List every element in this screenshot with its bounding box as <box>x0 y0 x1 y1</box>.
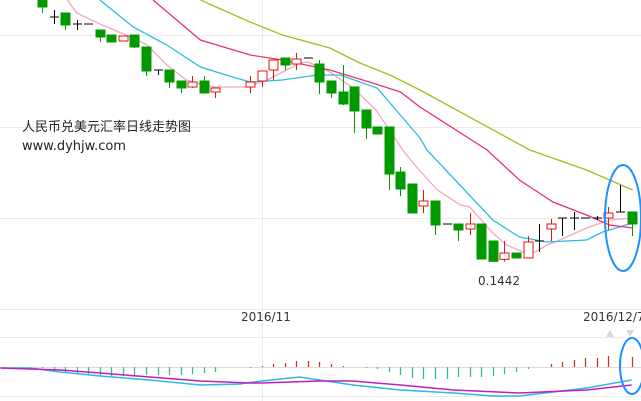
candle-down <box>430 200 441 226</box>
macd-panel <box>0 356 634 397</box>
macd-dea-line <box>0 367 632 394</box>
candle-down <box>199 80 210 94</box>
candle-down <box>488 240 499 262</box>
candle-up <box>118 35 129 42</box>
candle-down <box>37 0 48 8</box>
scroll-left-arrow-icon[interactable] <box>606 330 614 337</box>
candle-up <box>523 241 534 259</box>
ma20-line <box>152 0 633 229</box>
candle-down <box>361 109 372 129</box>
candle-down <box>176 80 187 89</box>
moving-average-lines <box>66 0 633 256</box>
chart-subtitle: www.dyhjw.com <box>22 139 126 154</box>
candle-down <box>395 171 406 190</box>
macd-dif-line <box>0 367 632 397</box>
candle-down <box>129 34 140 48</box>
candle-down <box>106 34 117 43</box>
candle-down <box>476 223 487 260</box>
candle-down <box>349 86 360 112</box>
x-tick-label: 2016/11 <box>241 310 291 324</box>
candles <box>37 0 638 262</box>
x-tick-label: 2016/12/7 <box>583 310 641 324</box>
candle-up <box>499 252 510 260</box>
scroll-right-arrow-icon[interactable] <box>626 330 634 337</box>
candle-up <box>603 212 614 219</box>
candle-down <box>407 183 418 214</box>
candle-up <box>257 70 268 82</box>
candle-up <box>418 200 429 207</box>
candle-down <box>453 223 464 231</box>
chart-title-block: 人民币兑美元汇率日线走势图 www.dyhjw.com <box>22 118 191 156</box>
candle-down <box>60 12 71 26</box>
candle-down <box>164 69 175 83</box>
chart-title: 人民币兑美元汇率日线走势图 <box>22 120 192 135</box>
candle-down <box>511 252 522 259</box>
candle-down <box>627 211 638 225</box>
candle-down <box>384 126 395 175</box>
highlight-ellipse-macd <box>619 337 641 395</box>
candle-up <box>245 81 256 88</box>
ma5-line <box>66 0 633 256</box>
candle-down <box>338 91 349 105</box>
low-price-annotation: 0.1442 <box>478 274 520 288</box>
ma10-line <box>99 0 633 243</box>
candle-up <box>210 87 221 93</box>
ma60-line <box>200 0 633 191</box>
candle-up <box>187 81 198 88</box>
candle-up <box>465 223 476 230</box>
highlight-ellipse-price <box>604 164 641 272</box>
candle-down <box>95 29 106 38</box>
candle-down <box>280 57 291 66</box>
candle-down <box>141 46 152 72</box>
candle-down <box>326 80 337 94</box>
candle-up <box>268 59 279 71</box>
candle-up <box>291 58 302 65</box>
highlight-circles <box>604 164 641 395</box>
candle-up <box>546 223 557 230</box>
candle-down <box>314 63 325 83</box>
candle-down <box>372 126 383 135</box>
